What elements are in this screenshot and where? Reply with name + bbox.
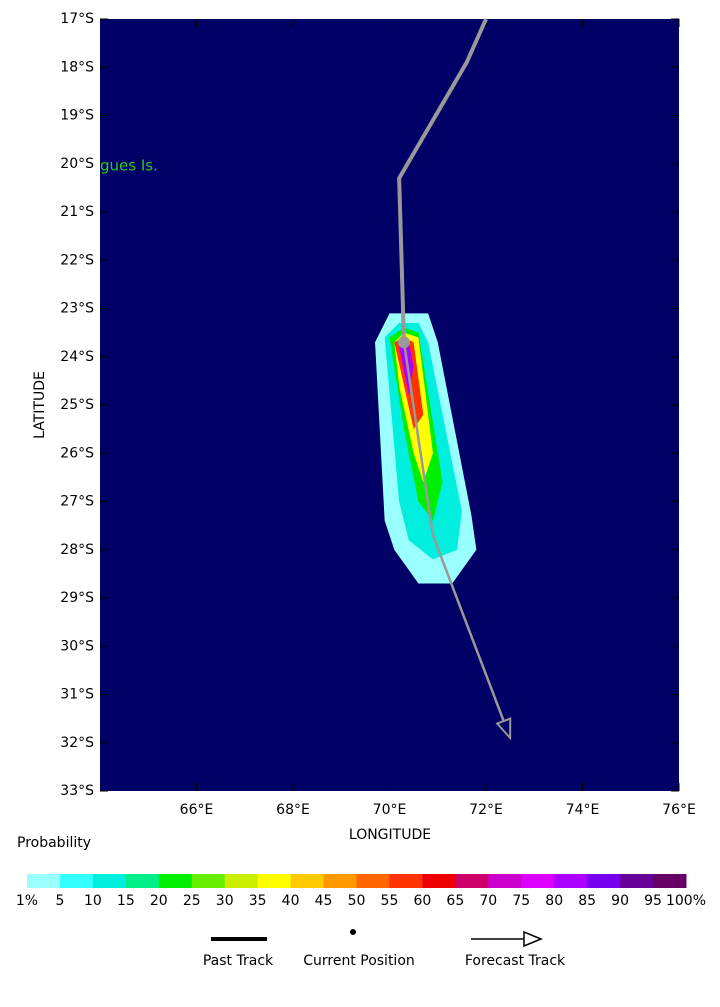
colorbar-label: 5 (55, 893, 64, 909)
y-axis-label: LATITUDE (32, 371, 48, 439)
colorbar-bin (620, 874, 654, 888)
colorbar-bin (290, 874, 325, 888)
legend-arrowhead (523, 930, 543, 948)
y-tick-label: 31°S (60, 687, 94, 703)
y-tick-label: 33°S (60, 783, 94, 799)
colorbar-label: 50 (348, 893, 366, 909)
colorbar-bin (323, 874, 357, 888)
y-tick-label: 30°S (60, 638, 94, 654)
colorbar-bin (158, 874, 193, 888)
legend-label: Current Position (303, 953, 415, 969)
colorbar-title: Probability (17, 835, 91, 851)
colorbar-bin (422, 874, 456, 888)
colorbar-bin (587, 874, 621, 888)
colorbar-bin (191, 874, 226, 888)
legend-label: Past Track (203, 953, 274, 969)
colorbar-label: 100% (666, 893, 706, 909)
forecast-arrowhead (495, 717, 512, 741)
colorbar-label: 30 (216, 893, 234, 909)
y-tick-label: 23°S (60, 301, 94, 317)
colorbar-label: 80 (545, 893, 563, 909)
colorbar-label: 90 (611, 893, 629, 909)
y-tick-label: 29°S (60, 590, 94, 606)
colorbar-bin (653, 874, 687, 888)
y-tick-label: 20°S (60, 156, 94, 172)
colorbar-bin (488, 874, 522, 888)
y-tick-label: 26°S (60, 445, 94, 461)
x-tick-label: 68°E (276, 802, 310, 818)
colorbar-label: 65 (446, 893, 464, 909)
colorbar-label: 45 (315, 893, 333, 909)
colorbar-bin (389, 874, 423, 888)
colorbar-label: 35 (249, 893, 267, 909)
colorbar-bin (356, 874, 390, 888)
y-tick-label: 32°S (60, 735, 94, 751)
y-tick-label: 24°S (60, 349, 94, 365)
colorbar-label: 60 (413, 893, 431, 909)
colorbar-bin (125, 874, 160, 888)
colorbar-bin (92, 874, 127, 888)
x-tick-label: 70°E (373, 802, 407, 818)
colorbar-bin (27, 874, 61, 888)
colorbar-bin (59, 874, 94, 888)
x-tick-label: 72°E (469, 802, 503, 818)
colorbar-label: 20 (150, 893, 168, 909)
past-track (397, 18, 488, 343)
y-tick-label: 25°S (60, 397, 94, 413)
forecast-track (402, 342, 512, 739)
x-axis-label: LONGITUDE (349, 827, 431, 843)
island-label: gues Is. (100, 157, 158, 175)
colorbar-label: 70 (479, 893, 497, 909)
colorbar-label: 85 (578, 893, 596, 909)
colorbar-label: 15 (117, 893, 135, 909)
colorbar-label: 40 (282, 893, 300, 909)
y-tick-label: 18°S (60, 59, 94, 75)
y-tick-label: 21°S (60, 204, 94, 220)
x-tick-label: 74°E (566, 802, 600, 818)
legend-current-position (350, 929, 356, 935)
colorbar-label: 10 (84, 893, 102, 909)
colorbar-label: 95 (644, 893, 662, 909)
y-tick-label: 17°S (60, 11, 94, 27)
colorbar-bin (224, 874, 259, 888)
colorbar-label: 55 (381, 893, 399, 909)
colorbar-bin (554, 874, 588, 888)
y-tick-label: 22°S (60, 252, 94, 268)
colorbar-bin (455, 874, 489, 888)
colorbar-label: 25 (183, 893, 201, 909)
colorbar-bin (257, 874, 292, 888)
legend-label: Forecast Track (465, 953, 566, 969)
colorbar-label: 75 (512, 893, 530, 909)
x-tick-label: 76°E (662, 802, 696, 818)
y-tick-label: 27°S (60, 494, 94, 510)
colorbar-label: 1% (16, 893, 38, 909)
colorbar-bin (521, 874, 555, 888)
y-tick-label: 19°S (60, 108, 94, 124)
x-tick-label: 66°E (180, 802, 214, 818)
y-tick-label: 28°S (60, 542, 94, 558)
current-position (397, 336, 410, 349)
